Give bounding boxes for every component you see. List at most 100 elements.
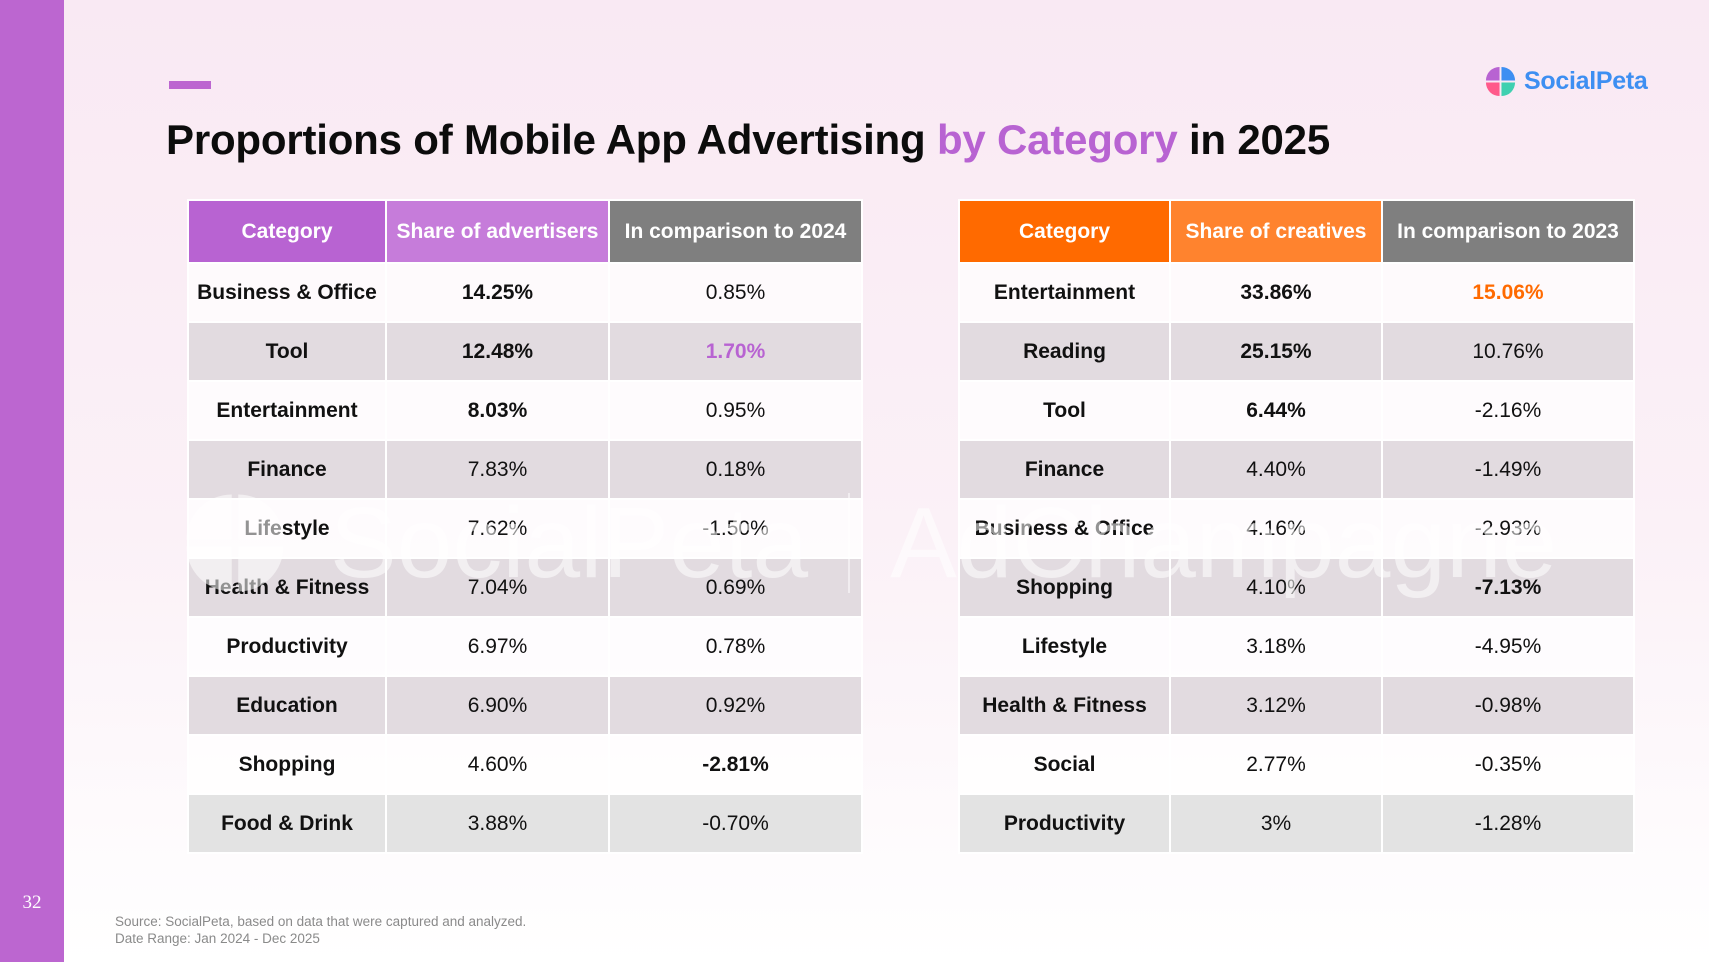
change-cell: 0.92% (608, 675, 863, 736)
change-cell: -1.49% (1381, 439, 1635, 500)
table-row: Entertainment 8.03% 0.95% (187, 380, 863, 441)
advertisers-table: Category Share of advertisers In compari… (187, 199, 863, 854)
category-cell: Lifestyle (187, 498, 387, 559)
share-cell: 7.62% (385, 498, 610, 559)
category-cell: Finance (187, 439, 387, 500)
change-cell: -0.35% (1381, 734, 1635, 795)
change-cell: -1.50% (608, 498, 863, 559)
change-cell: -4.95% (1381, 616, 1635, 677)
category-cell: Tool (958, 380, 1171, 441)
category-cell: Education (187, 675, 387, 736)
category-cell: Reading (958, 321, 1171, 382)
share-cell: 4.60% (385, 734, 610, 795)
column-header-share: Share of creatives (1169, 199, 1383, 264)
title-highlight: by Category (936, 116, 1178, 163)
share-cell: 33.86% (1169, 262, 1383, 323)
table-row: Tool 6.44% -2.16% (958, 380, 1635, 441)
change-cell: 15.06% (1381, 262, 1635, 323)
change-cell: 0.18% (608, 439, 863, 500)
change-cell: 10.76% (1381, 321, 1635, 382)
category-cell: Entertainment (958, 262, 1171, 323)
title-part1: Proportions of Mobile App Advertising (166, 116, 937, 163)
table-row: Lifestyle 7.62% -1.50% (187, 498, 863, 559)
category-cell: Entertainment (187, 380, 387, 441)
share-cell: 4.40% (1169, 439, 1383, 500)
title-part2: in 2025 (1177, 116, 1330, 163)
socialpeta-logo-icon (1485, 66, 1516, 96)
table-row: Shopping 4.10% -7.13% (958, 557, 1635, 618)
page-title: Proportions of Mobile App Advertising by… (166, 116, 1330, 164)
share-cell: 25.15% (1169, 321, 1383, 382)
category-cell: Health & Fitness (187, 557, 387, 618)
column-header-category: Category (187, 199, 387, 264)
share-cell: 4.10% (1169, 557, 1383, 618)
change-cell: -7.13% (1381, 557, 1635, 618)
table-row: Business & Office 4.16% -2.93% (958, 498, 1635, 559)
category-cell: Social (958, 734, 1171, 795)
sidebar-strip (0, 0, 64, 962)
category-cell: Business & Office (187, 262, 387, 323)
table-row: Food & Drink 3.88% -0.70% (187, 793, 863, 854)
change-cell: 0.69% (608, 557, 863, 618)
source-note: Source: SocialPeta, based on data that w… (115, 913, 526, 947)
table-row: Shopping 4.60% -2.81% (187, 734, 863, 795)
table-row: Lifestyle 3.18% -4.95% (958, 616, 1635, 677)
table-header-row: Category Share of creatives In compariso… (958, 199, 1635, 264)
table-row: Productivity 6.97% 0.78% (187, 616, 863, 677)
change-cell: -0.70% (608, 793, 863, 854)
share-cell: 6.44% (1169, 380, 1383, 441)
title-accent-bar (169, 81, 211, 89)
table-row: Business & Office 14.25% 0.85% (187, 262, 863, 323)
share-cell: 3.12% (1169, 675, 1383, 736)
change-cell: 0.85% (608, 262, 863, 323)
table-row: Social 2.77% -0.35% (958, 734, 1635, 795)
table-row: Reading 25.15% 10.76% (958, 321, 1635, 382)
table-row: Health & Fitness 3.12% -0.98% (958, 675, 1635, 736)
category-cell: Productivity (958, 793, 1171, 854)
share-cell: 2.77% (1169, 734, 1383, 795)
column-header-category: Category (958, 199, 1171, 264)
change-cell: 0.95% (608, 380, 863, 441)
change-cell: -0.98% (1381, 675, 1635, 736)
share-cell: 7.04% (385, 557, 610, 618)
change-cell: -2.93% (1381, 498, 1635, 559)
change-cell: -1.28% (1381, 793, 1635, 854)
category-cell: Business & Office (958, 498, 1171, 559)
column-header-comparison: In comparison to 2023 (1381, 199, 1635, 264)
column-header-share: Share of advertisers (385, 199, 610, 264)
category-cell: Food & Drink (187, 793, 387, 854)
share-cell: 3% (1169, 793, 1383, 854)
table-row: Education 6.90% 0.92% (187, 675, 863, 736)
column-header-comparison: In comparison to 2024 (608, 199, 863, 264)
category-cell: Lifestyle (958, 616, 1171, 677)
table-row: Health & Fitness 7.04% 0.69% (187, 557, 863, 618)
share-cell: 3.88% (385, 793, 610, 854)
table-row: Finance 4.40% -1.49% (958, 439, 1635, 500)
change-cell: 0.78% (608, 616, 863, 677)
creatives-table: Category Share of creatives In compariso… (958, 199, 1635, 854)
category-cell: Health & Fitness (958, 675, 1171, 736)
category-cell: Productivity (187, 616, 387, 677)
logo-text: SocialPeta (1524, 66, 1648, 95)
change-cell: -2.81% (608, 734, 863, 795)
category-cell: Tool (187, 321, 387, 382)
share-cell: 8.03% (385, 380, 610, 441)
category-cell: Shopping (187, 734, 387, 795)
share-cell: 4.16% (1169, 498, 1383, 559)
table-row: Entertainment 33.86% 15.06% (958, 262, 1635, 323)
share-cell: 14.25% (385, 262, 610, 323)
share-cell: 6.97% (385, 616, 610, 677)
category-cell: Finance (958, 439, 1171, 500)
socialpeta-logo: SocialPeta (1484, 64, 1648, 98)
table-row: Productivity 3% -1.28% (958, 793, 1635, 854)
share-cell: 6.90% (385, 675, 610, 736)
change-cell: -2.16% (1381, 380, 1635, 441)
category-cell: Shopping (958, 557, 1171, 618)
table-row: Tool 12.48% 1.70% (187, 321, 863, 382)
table-row: Finance 7.83% 0.18% (187, 439, 863, 500)
share-cell: 3.18% (1169, 616, 1383, 677)
share-cell: 7.83% (385, 439, 610, 500)
change-cell: 1.70% (608, 321, 863, 382)
table-header-row: Category Share of advertisers In compari… (187, 199, 863, 264)
page-number: 32 (22, 892, 42, 913)
